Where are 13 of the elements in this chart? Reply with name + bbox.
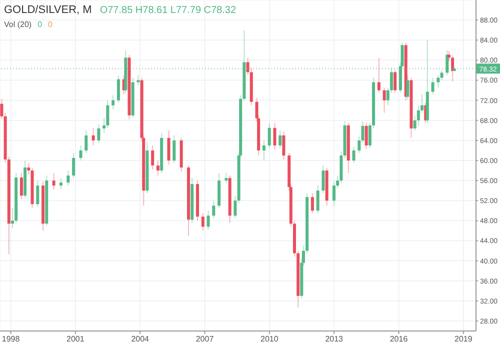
annotation: Vol (20) <box>4 20 32 29</box>
x-tick-label: 2007 <box>196 334 214 344</box>
x-tick-label: 2004 <box>131 334 150 344</box>
annotation: O77.85 H78.61 L77.79 C78.32 <box>100 4 236 16</box>
x-tick-label: 1998 <box>2 334 20 344</box>
x-tick-label: 2013 <box>325 334 344 344</box>
x-tick-label: 2019 <box>454 334 473 344</box>
annotation: 0 <box>38 20 42 29</box>
x-tick-label: 2016 <box>390 334 408 344</box>
chart-title: GOLD/SILVER, M <box>4 4 92 16</box>
x-tick-label: 2001 <box>66 334 85 344</box>
annotation: 0 <box>48 20 52 29</box>
x-tick-label: 2010 <box>260 334 279 344</box>
